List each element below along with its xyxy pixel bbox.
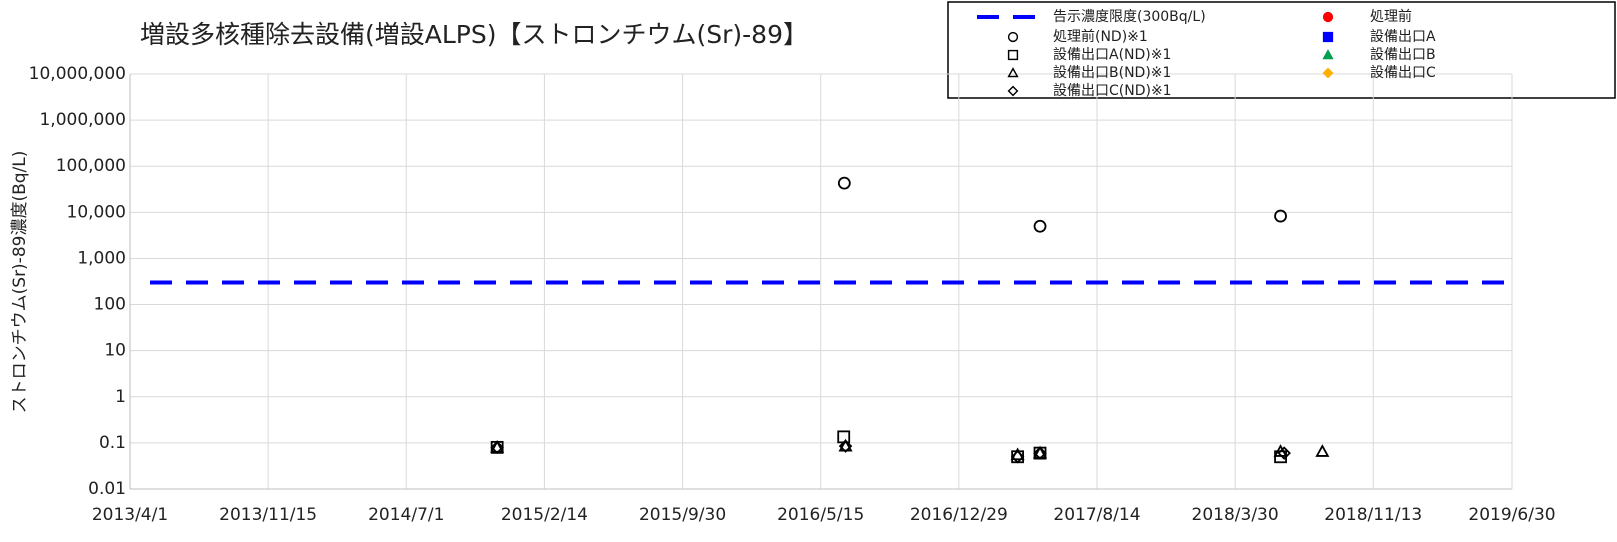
x-tick-label: 2013/4/1 xyxy=(92,505,168,525)
point xyxy=(837,430,851,444)
legend-label: 設備出口A xyxy=(1370,29,1436,45)
point xyxy=(1315,444,1330,457)
legend-marker xyxy=(1007,49,1019,61)
y-axis-label: ストロンチウム(Sr)-89濃度(Bq/L) xyxy=(10,151,30,414)
legend-label: 設備出口C xyxy=(1370,65,1436,81)
x-tick-label: 2017/8/14 xyxy=(1053,505,1140,525)
legend-marker xyxy=(1322,31,1334,43)
legend-marker xyxy=(1007,85,1019,97)
x-tick-label: 2014/7/1 xyxy=(368,505,444,525)
point xyxy=(838,439,853,453)
legend-label: 処理前(ND)※1 xyxy=(1053,28,1148,45)
y-tick-label: 10 xyxy=(104,341,126,361)
x-tick-label: 2018/11/13 xyxy=(1324,505,1422,525)
legend-marker xyxy=(1322,67,1334,79)
legend-label: 告示濃度限度(300Bq/L) xyxy=(1053,9,1206,25)
legend-marker xyxy=(1007,67,1019,78)
point xyxy=(1274,209,1287,223)
x-tick-label: 2016/12/29 xyxy=(910,505,1008,525)
y-tick-label: 1,000 xyxy=(77,248,126,268)
y-tick-label: 10,000 xyxy=(67,202,126,222)
x-tick-label: 2016/5/15 xyxy=(777,505,864,525)
x-tick-label: 2013/11/15 xyxy=(219,505,317,525)
y-tick-label: 100 xyxy=(94,295,126,315)
y-tick-label: 0.01 xyxy=(88,479,126,499)
point xyxy=(837,176,851,190)
x-tick-label: 2019/6/30 xyxy=(1468,505,1555,525)
legend-label: 処理前 xyxy=(1370,8,1412,25)
y-tick-label: 1,000,000 xyxy=(39,110,126,130)
legend-label: 設備出口B(ND)※1 xyxy=(1053,65,1171,81)
y-tick-label: 10,000,000 xyxy=(29,64,126,84)
y-tick-label: 100,000 xyxy=(56,156,126,176)
x-tick-label: 2018/3/30 xyxy=(1192,505,1279,525)
legend-marker xyxy=(1322,11,1334,23)
point xyxy=(490,440,504,455)
legend-label: 設備出口C(ND)※1 xyxy=(1053,83,1172,99)
x-tick-label: 2015/9/30 xyxy=(639,505,726,525)
legend-marker xyxy=(1007,31,1019,43)
legend-marker xyxy=(1322,49,1334,60)
point xyxy=(1033,446,1047,460)
legend-label: 設備出口B xyxy=(1370,47,1436,63)
chart-title: 増設多核種除去設備(増設ALPS)【ストロンチウム(Sr)-89】 xyxy=(140,20,808,49)
point xyxy=(1277,446,1291,460)
x-tick-label: 2015/2/14 xyxy=(501,505,588,525)
point xyxy=(1033,219,1047,233)
y-tick-label: 1 xyxy=(115,387,126,407)
legend-box xyxy=(947,1,1616,99)
legend-label: 設備出口A(ND)※1 xyxy=(1053,47,1171,63)
point xyxy=(1010,449,1025,464)
y-tick-label: 0.1 xyxy=(99,433,126,453)
